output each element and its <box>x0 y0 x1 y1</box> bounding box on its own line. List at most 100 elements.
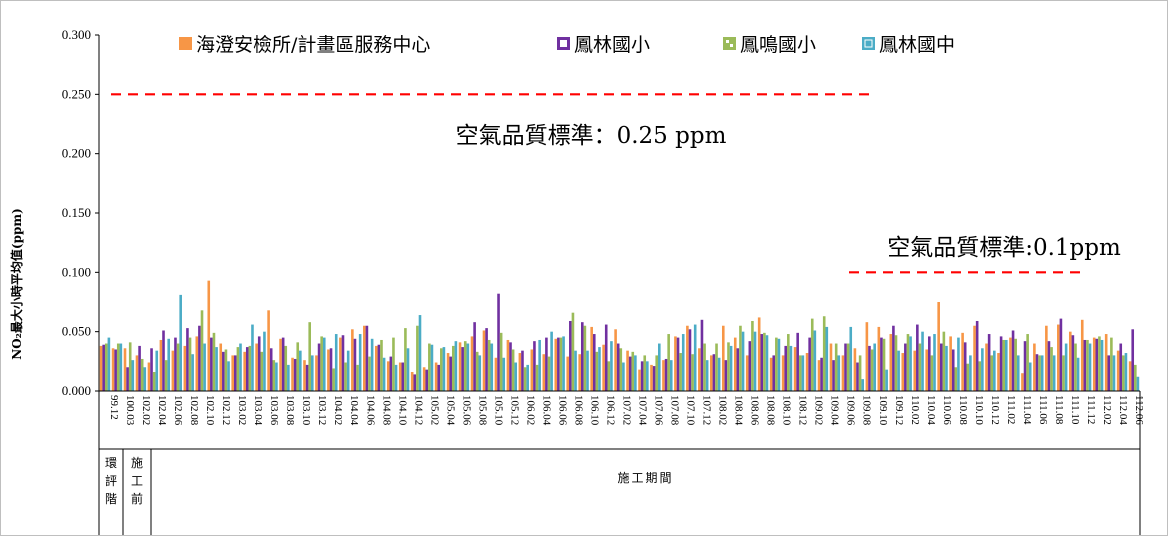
x-tick-label: 102.08 <box>188 395 200 426</box>
bar <box>626 350 629 391</box>
bar <box>813 330 817 391</box>
x-tick-label: 108.10 <box>781 395 793 426</box>
group-label: 施工期間 <box>617 471 673 485</box>
bar <box>183 345 187 391</box>
y-axis: 0.000 0.050 0.100 0.150 0.200 0.250 0.300 <box>62 27 100 398</box>
bar <box>961 332 964 391</box>
bar <box>1074 343 1077 391</box>
bar <box>327 349 330 391</box>
x-tick-label: 102.10 <box>204 395 216 426</box>
bar <box>717 357 721 391</box>
bar <box>374 345 378 391</box>
x-tick-label: 105.06 <box>460 395 472 426</box>
bar <box>817 360 821 391</box>
bar <box>978 361 982 391</box>
legend-swatch-dot <box>730 44 733 47</box>
x-tick-label: 103.12 <box>316 395 328 425</box>
bar <box>179 294 182 391</box>
bar <box>985 343 988 391</box>
x-tick-label: 103.08 <box>284 395 296 426</box>
legend-swatch-dot <box>726 40 729 43</box>
bar <box>592 334 596 391</box>
bars <box>99 280 1140 391</box>
legend-item: 鳳林國小 <box>557 34 650 56</box>
bar <box>279 338 282 391</box>
x-tick-label: 105.04 <box>444 395 456 426</box>
bar <box>658 343 661 391</box>
bar <box>793 347 797 391</box>
bar <box>662 360 665 391</box>
bar <box>607 361 611 391</box>
bar <box>428 343 431 391</box>
bar <box>351 329 354 391</box>
x-tick-label: 110.06 <box>941 395 953 425</box>
bar <box>155 350 159 391</box>
x-tick-label: 104.04 <box>348 395 360 426</box>
y-tick-label: 0.050 <box>62 324 91 339</box>
bar <box>339 337 342 391</box>
bar <box>131 360 135 391</box>
x-tick-label: 112.06 <box>1133 395 1145 425</box>
bar <box>389 356 393 391</box>
bar <box>406 348 410 391</box>
bar <box>775 337 778 391</box>
x-tick-label: 106.06 <box>556 395 568 426</box>
bar <box>422 367 426 391</box>
bar <box>370 338 374 391</box>
bar <box>760 334 764 391</box>
bar <box>939 343 943 391</box>
legend-label: 鳳林國小 <box>574 34 650 56</box>
bar <box>957 337 960 391</box>
bar <box>679 353 682 391</box>
bar <box>705 360 709 391</box>
bar <box>1057 324 1060 391</box>
bar <box>99 345 103 391</box>
bar <box>188 337 192 391</box>
bar <box>578 354 581 391</box>
standard-lines: 空氣品質標準：0.25 ppm 空氣品質標準:0.1ppm <box>111 93 1121 274</box>
bar <box>305 364 309 391</box>
bar <box>200 310 204 391</box>
legend: 海澄安檢所/計畫區服務中心 鳳林國小 鳳鳴國小 鳳林國中 <box>179 34 955 56</box>
bar <box>186 328 189 391</box>
bar <box>619 348 623 391</box>
bar <box>652 366 656 391</box>
bar <box>215 347 218 391</box>
bar <box>751 320 754 391</box>
bar <box>458 342 462 391</box>
legend-swatch-inner <box>560 40 567 47</box>
bar <box>135 355 139 391</box>
bar <box>1098 336 1101 391</box>
bar <box>810 318 814 391</box>
x-tick-label: 111.02 <box>1005 395 1017 424</box>
bar <box>1002 339 1005 391</box>
bar <box>195 336 199 391</box>
x-tick-label: 104.08 <box>380 395 392 426</box>
bar <box>502 357 506 391</box>
bar <box>152 372 156 391</box>
bar <box>865 322 869 391</box>
x-tick-label: 105.12 <box>508 395 520 425</box>
bar <box>1119 343 1123 391</box>
standard-label-0-25: 空氣品質標準：0.25 ppm <box>456 123 727 149</box>
bar <box>299 350 302 391</box>
bar <box>729 345 733 391</box>
bar <box>162 330 165 391</box>
bar <box>997 353 1000 391</box>
bar <box>1068 331 1072 391</box>
x-tick-label: 103.06 <box>268 395 280 426</box>
x-tick-label: 102.12 <box>220 395 232 425</box>
bar <box>518 353 522 391</box>
x-tick-label: 107.04 <box>637 395 649 426</box>
bar <box>698 348 701 391</box>
bar <box>595 351 599 391</box>
bar <box>901 353 905 391</box>
bar <box>640 361 644 391</box>
bar <box>320 336 323 391</box>
bar <box>514 362 518 391</box>
bar <box>753 331 757 391</box>
bar <box>681 334 685 391</box>
bar <box>655 355 658 391</box>
bar <box>530 349 534 391</box>
bar <box>159 339 163 391</box>
